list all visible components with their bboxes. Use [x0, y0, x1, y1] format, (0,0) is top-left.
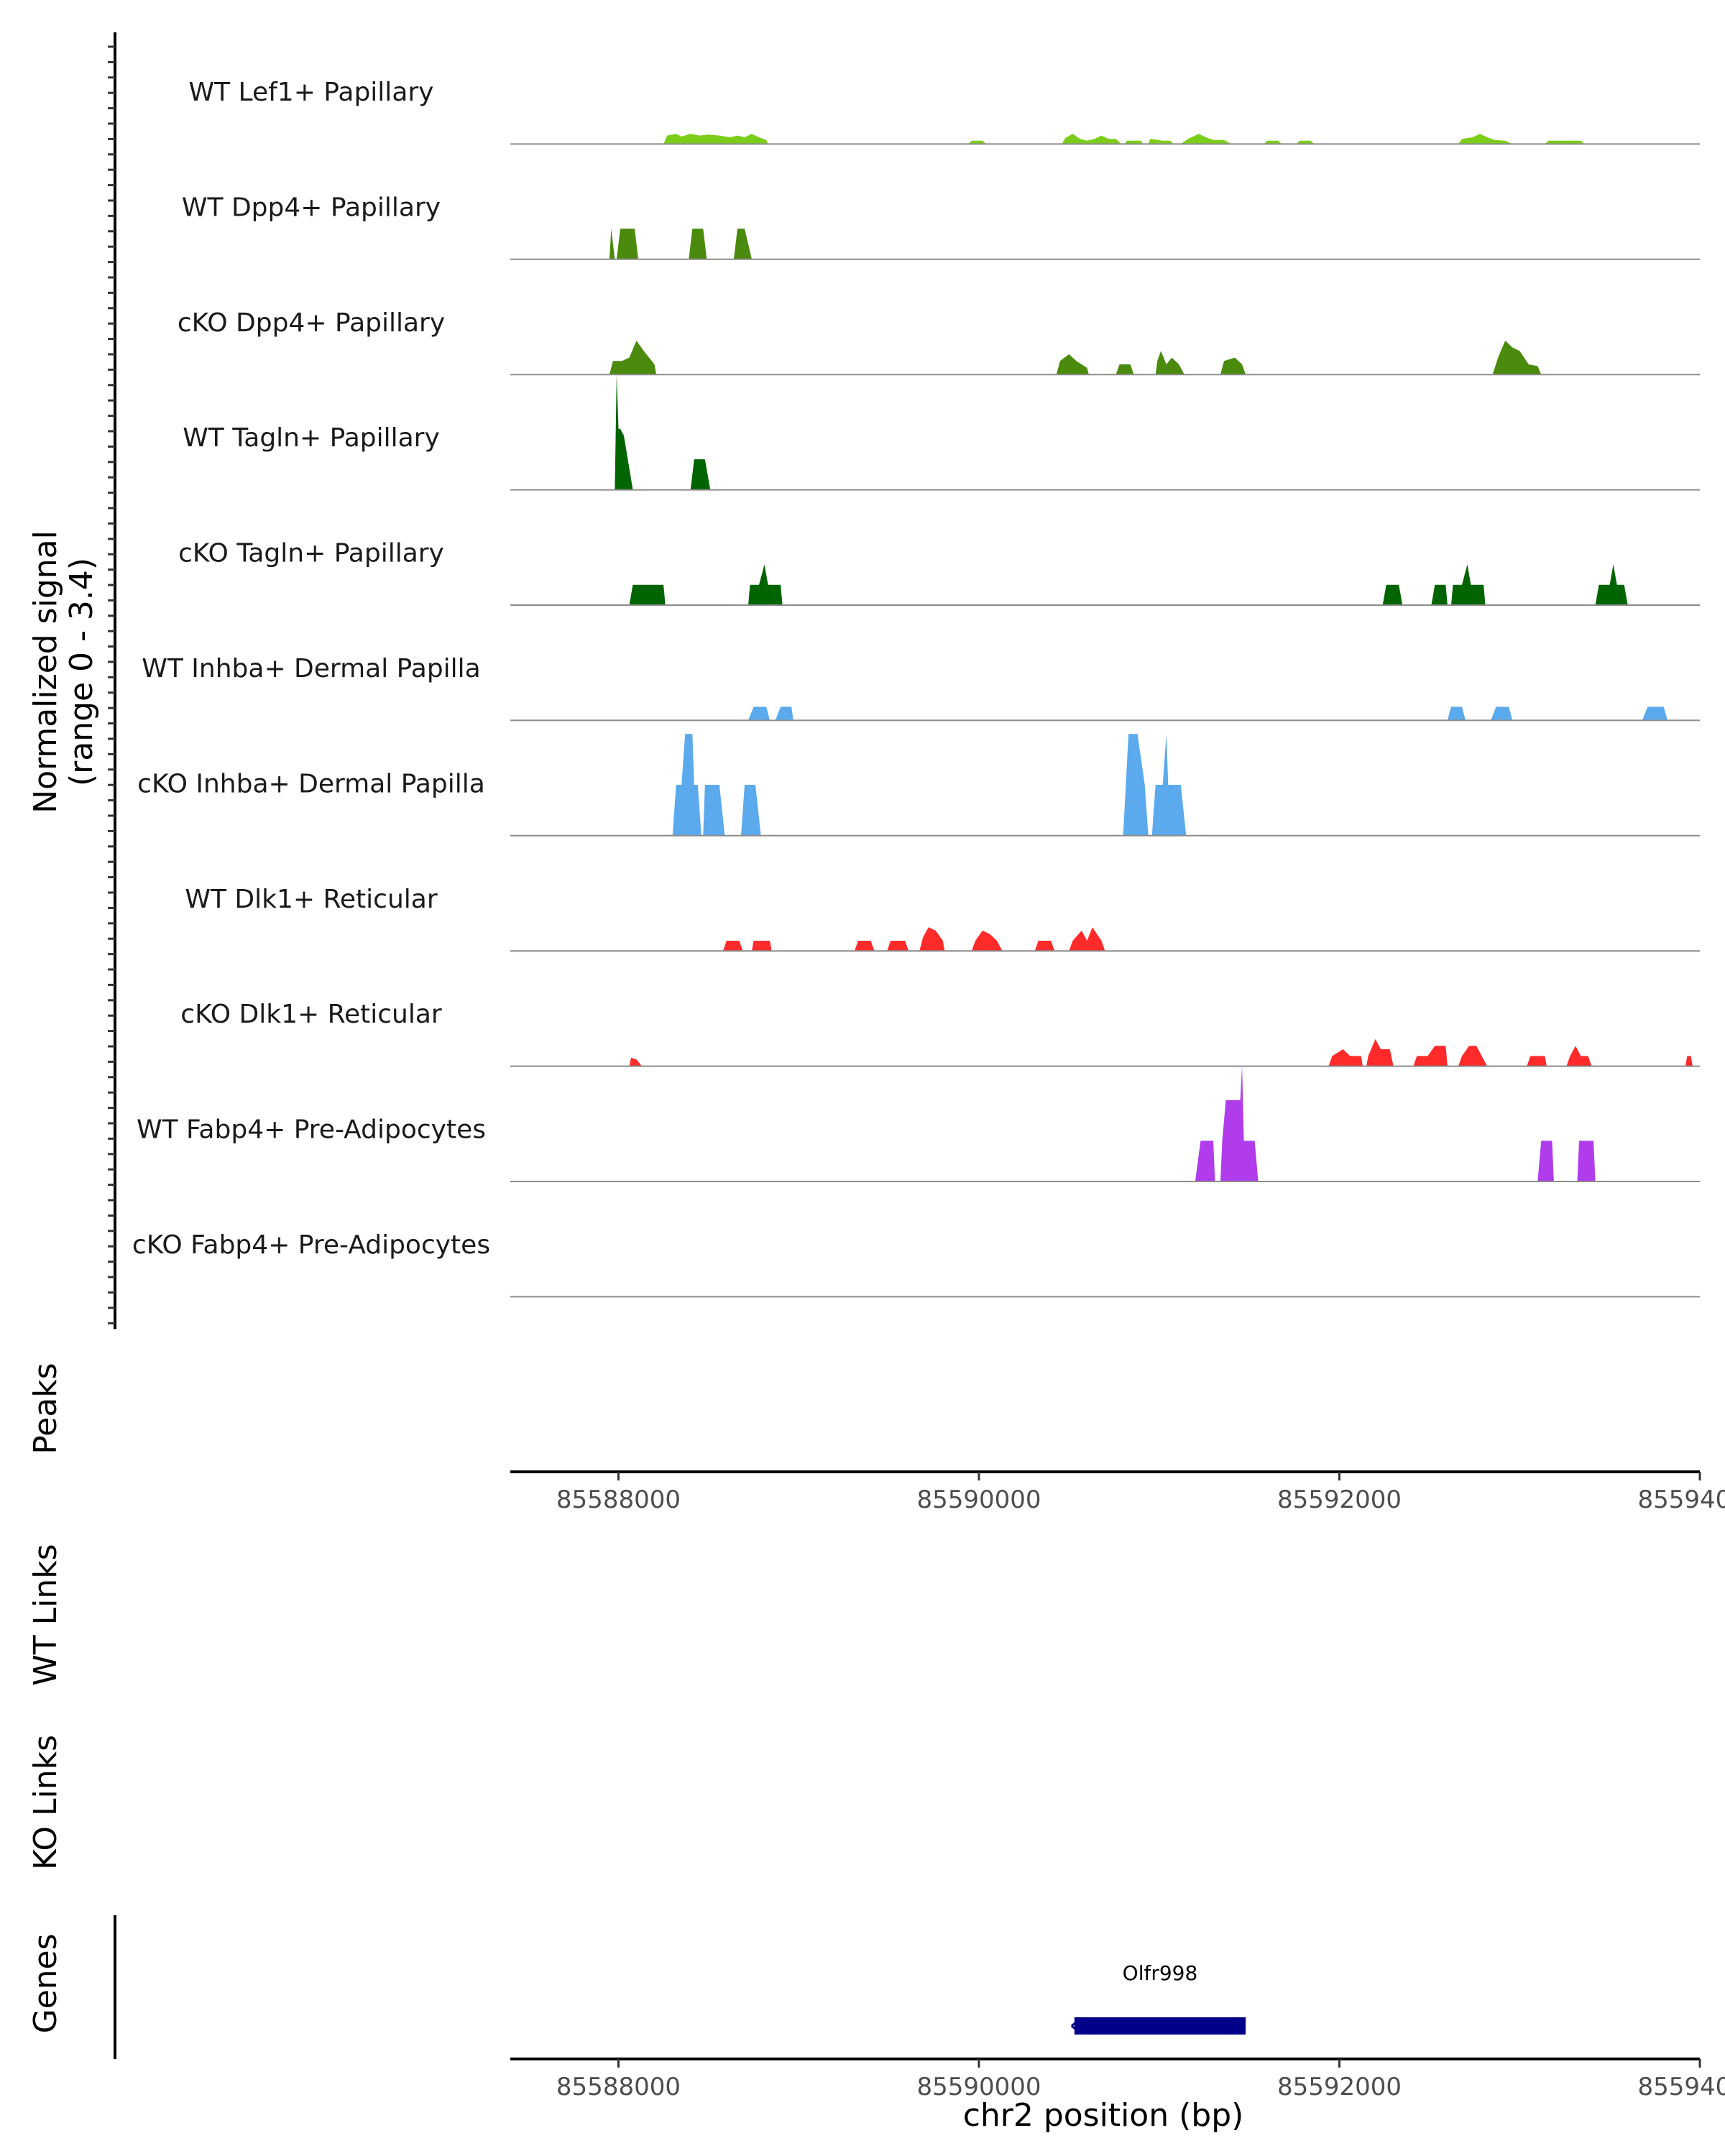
peaks-x-tick-label: 85592000	[1277, 1485, 1402, 1514]
gene-track: Olfr998	[1070, 1961, 1246, 2035]
coverage-area	[629, 564, 1628, 605]
track-6: cKO Inhba+ Dermal Papilla	[137, 734, 1700, 837]
track-label: WT Inhba+ Dermal Papilla	[142, 654, 480, 683]
track-0: WT Lef1+ Papillary	[189, 78, 1700, 145]
track-4: cKO Tagln+ Papillary	[178, 539, 1700, 606]
track-1: WT Dpp4+ Papillary	[182, 193, 1700, 260]
axes: 85588000 85590000 85592000 85594000 85588000…	[108, 32, 1725, 2101]
coverage-tracks: WT Lef1+ Papillary WT Dpp4+ Papillary cKO …	[132, 78, 1700, 1298]
track-label: WT Dlk1+ Reticular	[185, 885, 437, 914]
gene-0: Olfr998	[1070, 1961, 1246, 2035]
coverage-area	[663, 134, 1585, 144]
coverage-area	[722, 927, 1105, 952]
gene-label: Olfr998	[1123, 1961, 1198, 1985]
coverage-area	[615, 374, 711, 490]
track-label: cKO Inhba+ Dermal Papilla	[137, 769, 485, 798]
coverage-area	[748, 706, 1668, 721]
track-7: WT Dlk1+ Reticular	[185, 885, 1700, 952]
track-5: WT Inhba+ Dermal Papilla	[142, 654, 1700, 722]
peaks-x-tick-label: 85590000	[916, 1485, 1041, 1514]
track-label: cKO Dlk1+ Reticular	[180, 1000, 442, 1029]
track-10: cKO Fabp4+ Pre-Adipocytes	[132, 1230, 1700, 1298]
coverage-area	[672, 734, 1187, 836]
genes-x-tick-label: 85594000	[1637, 2073, 1725, 2101]
track-label: cKO Tagln+ Papillary	[178, 539, 444, 568]
ko-links-panel-label: KO Links	[27, 1735, 64, 1870]
peaks-x-tick-label: 85588000	[556, 1485, 681, 1514]
wt-links-panel-label: WT Links	[27, 1544, 64, 1685]
track-3: WT Tagln+ Papillary	[183, 374, 1700, 491]
coverage-area	[1195, 1066, 1596, 1181]
y-axis-title-line1: Normalized signal	[27, 530, 64, 814]
track-label: WT Dpp4+ Papillary	[182, 193, 441, 222]
peaks-x-tick-label: 85594000	[1637, 1485, 1725, 1514]
strand-arrow	[1070, 2019, 1080, 2033]
track-9: WT Fabp4+ Pre-Adipocytes	[137, 1066, 1700, 1182]
genes-x-tick-label: 85592000	[1277, 2073, 1402, 2101]
y-axis-title-line2: (range 0 - 3.4)	[63, 558, 100, 786]
coverage-area	[629, 1038, 1693, 1067]
coverage-area	[609, 341, 1542, 375]
peaks-panel-label: Peaks	[27, 1363, 64, 1454]
genes-panel-label: Genes	[27, 1933, 64, 2033]
coverage-area	[609, 229, 752, 259]
track-label: WT Fabp4+ Pre-Adipocytes	[137, 1115, 486, 1145]
genes-x-tick-label: 85588000	[556, 2073, 681, 2101]
track-label: cKO Dpp4+ Papillary	[178, 308, 445, 338]
track-label: WT Tagln+ Papillary	[183, 423, 440, 453]
gene-body	[1074, 2017, 1246, 2035]
track-8: cKO Dlk1+ Reticular	[180, 1000, 1700, 1067]
genes-x-tick-label: 85590000	[916, 2073, 1041, 2101]
x-axis-title: chr2 position (bp)	[963, 2097, 1244, 2134]
track-label: WT Lef1+ Papillary	[189, 78, 434, 107]
track-2: cKO Dpp4+ Papillary	[178, 308, 1700, 376]
track-label: cKO Fabp4+ Pre-Adipocytes	[132, 1230, 490, 1260]
